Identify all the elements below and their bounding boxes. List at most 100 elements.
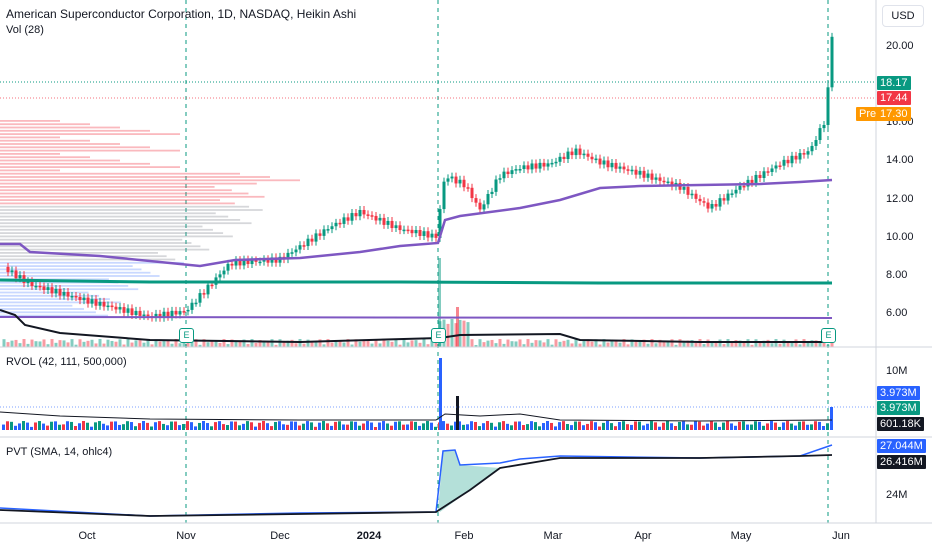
volume-bar <box>346 339 350 347</box>
rvol-bar <box>638 421 641 430</box>
candle-body <box>614 162 618 169</box>
rvol-bar <box>578 421 581 430</box>
rvol-bar <box>46 425 49 430</box>
rvol-bar <box>442 421 445 430</box>
volume-bar <box>202 339 206 347</box>
candle-body <box>142 314 146 317</box>
prev-close-tag: 17.44 <box>877 91 911 105</box>
currency-button[interactable]: USD <box>882 5 924 27</box>
earnings-marker[interactable]: E <box>821 328 836 343</box>
rvol-bar <box>670 423 673 430</box>
price-tick: 8.00 <box>886 269 908 281</box>
candle-body <box>134 310 138 315</box>
earnings-marker[interactable]: E <box>431 328 446 343</box>
candle-body <box>194 302 198 305</box>
volume-bar <box>626 344 630 347</box>
rvol-tag: 3.973M <box>877 386 920 400</box>
volume-indicator-label[interactable]: Vol (28) <box>6 24 44 36</box>
volume-bar <box>602 339 606 347</box>
candle-body <box>446 178 450 182</box>
candle-body <box>718 198 722 207</box>
rvol-bar <box>330 425 333 430</box>
profile-bar <box>0 314 109 317</box>
candle-body <box>182 311 186 313</box>
rvol-bar <box>714 422 717 430</box>
rvol-axis-tick: 10M <box>886 365 908 377</box>
volume-bar <box>170 343 174 347</box>
candle-body <box>178 311 182 315</box>
rvol-bar <box>458 421 461 430</box>
rvol-bar <box>354 421 357 430</box>
rvol-bar <box>70 421 73 430</box>
profile-bar <box>0 143 120 145</box>
support-level-line <box>0 278 832 285</box>
candle-body <box>198 293 202 303</box>
volume-bar <box>166 339 170 347</box>
candle-body <box>482 204 486 210</box>
candle-body <box>54 288 58 294</box>
candle-body <box>498 178 502 180</box>
rvol-bar <box>274 421 277 430</box>
volume-bar <box>746 339 750 347</box>
candle-body <box>826 87 830 125</box>
volume-bar <box>178 343 182 347</box>
rvol-bar <box>306 421 309 430</box>
rvol-bar <box>698 421 701 430</box>
rvol-bar <box>474 421 477 430</box>
volume-bar <box>510 341 514 347</box>
profile-bar <box>0 123 90 126</box>
candle-body <box>302 245 306 247</box>
rvol-bar <box>570 425 573 430</box>
volume-bar <box>2 339 6 347</box>
candle-body <box>714 203 718 207</box>
volume-bar <box>310 341 314 347</box>
volume-bar <box>22 339 26 347</box>
rvol-bar <box>250 422 253 430</box>
rvol-label[interactable]: RVOL (42, 111, 500,000) <box>6 356 127 368</box>
rvol-bar <box>406 424 409 430</box>
candle-body <box>414 229 418 234</box>
pvt-tag: 26.416M <box>877 455 926 469</box>
volume-bar <box>242 339 246 347</box>
candle-body <box>490 191 494 194</box>
profile-bar <box>0 129 150 132</box>
profile-bar <box>0 136 60 139</box>
earnings-marker[interactable]: E <box>179 328 194 343</box>
profile-bar <box>0 192 249 195</box>
volume-bar <box>74 344 78 347</box>
candle-body <box>386 220 390 225</box>
moving-average-line <box>0 178 833 268</box>
profile-bar <box>0 248 210 251</box>
candle-body <box>518 169 522 171</box>
candle-body <box>474 198 478 203</box>
rvol-bar <box>814 421 817 430</box>
rvol-bar <box>566 424 569 430</box>
candle-body <box>690 193 694 196</box>
candle-body <box>742 185 746 188</box>
candle-body <box>362 209 366 215</box>
volume-bar <box>374 339 378 347</box>
rvol-bar <box>390 425 393 430</box>
volume-bar <box>82 341 86 347</box>
price-axis[interactable]: 20.00 14.00 12.00 10.00 8.00 6.00 16.00 <box>876 0 932 345</box>
candle-body <box>102 301 106 307</box>
price-tick: 6.00 <box>886 307 908 319</box>
candle-body <box>234 260 238 266</box>
volume-bar <box>486 340 490 347</box>
volume-bar <box>766 339 770 347</box>
volume-bar <box>302 343 306 347</box>
chart-title: American Superconductor Corporation, 1D,… <box>6 7 357 21</box>
rvol-bar <box>754 421 757 430</box>
volume-bar <box>818 342 822 347</box>
rvol-bar <box>74 425 77 430</box>
pvt-label[interactable]: PVT (SMA, 14, ohlc4) <box>6 446 113 458</box>
profile-bar <box>0 219 241 221</box>
volume-bar <box>410 340 414 347</box>
candle-body <box>766 171 770 173</box>
time-tick: Nov <box>176 530 196 542</box>
rvol-bar <box>254 426 257 430</box>
time-tick: Mar <box>543 530 563 542</box>
volume-bar <box>126 339 130 347</box>
pvt-sma-line <box>0 454 833 517</box>
